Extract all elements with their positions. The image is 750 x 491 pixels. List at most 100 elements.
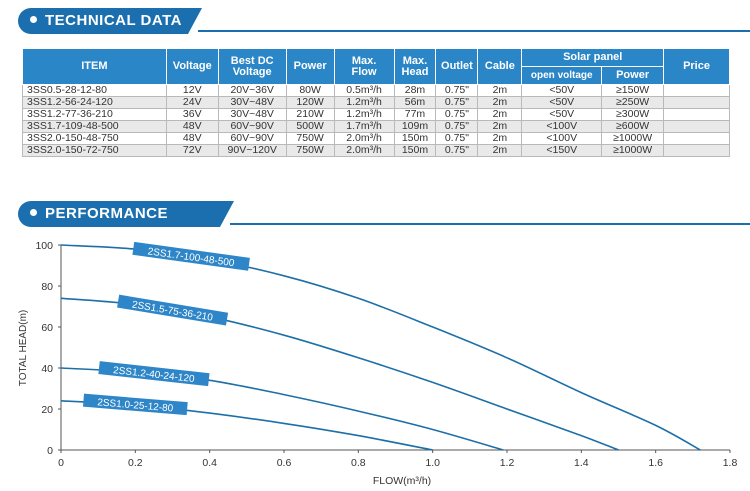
cell-outlet: 0.75"	[435, 132, 479, 145]
curve-line	[60, 244, 701, 451]
table-row: 3SS1.2-77-36-210 36V 30V~48V 210W 1.2m³/h 77m…	[22, 108, 730, 121]
cell-voltage: 72V	[165, 144, 219, 157]
cell-outlet: 0.75"	[435, 144, 479, 157]
cell-solar-power: ≥150W	[601, 84, 665, 97]
x-tick-label: 1.8	[723, 457, 738, 469]
cell-voltage: 24V	[165, 96, 219, 109]
col-max-flow-line2: Flow	[351, 65, 377, 78]
y-tick-label: 80	[41, 281, 53, 293]
cell-item: 3SS2.0-150-72-750	[22, 144, 167, 157]
col-best-dc-line1: Best DC	[230, 54, 274, 67]
cell-cable: 2m	[477, 120, 523, 133]
table-row: 3SS2.0-150-48-750 48V 60V~90V 750W 2.0m³/h 15…	[22, 132, 730, 145]
cell-flow: 1.2m³/h	[333, 96, 395, 109]
cell-head: 28m	[393, 84, 437, 97]
cell-item: 3SS2.0-150-48-750	[22, 132, 167, 145]
cell-open-voltage: <100V	[521, 132, 603, 145]
curve-label: 2SS1.2-40-24-120	[98, 361, 210, 387]
cell-best-dc: 90V~120V	[217, 144, 287, 157]
col-max-flow: Max. Flow	[333, 48, 395, 85]
performance-chart: 0 0.2 0.4 0.6 0.8 1.0 1.2 1.4 1.6 1.8 0 20 40 60 80 100…	[18, 240, 738, 487]
cell-voltage: 48V	[165, 132, 219, 145]
x-tick-label: 0	[58, 457, 64, 469]
cell-open-voltage: <50V	[521, 96, 603, 109]
col-max-head: Max. Head	[393, 48, 437, 85]
cell-outlet: 0.75"	[435, 96, 479, 109]
table-row: 3SS2.0-150-72-750 72V 90V~120V 750W 2.0m³/h 1…	[22, 144, 730, 157]
curve-label-box	[98, 361, 210, 387]
cell-item: 3SS1.2-77-36-210	[22, 108, 167, 121]
y-axis-label: TOTAL HEAD(m)	[18, 310, 29, 386]
cell-cable: 2m	[477, 84, 523, 97]
cell-outlet: 0.75"	[435, 120, 479, 133]
cell-price	[663, 144, 730, 157]
cell-flow: 1.7m³/h	[333, 120, 395, 133]
curve-label-box	[82, 393, 188, 416]
y-tick-label: 100	[35, 240, 53, 252]
technical-data-banner: TECHNICAL DATA	[18, 8, 750, 34]
cell-item: 3SS1.2-56-24-120	[22, 96, 167, 109]
x-tick-label: 0.4	[202, 457, 217, 469]
cell-best-dc: 20V~36V	[217, 84, 287, 97]
cell-voltage: 12V	[165, 84, 219, 97]
cell-price	[663, 84, 730, 97]
curve-label: 2SS1.5-75-36-210	[117, 294, 229, 326]
cell-cable: 2m	[477, 132, 523, 145]
col-item: ITEM	[22, 48, 167, 85]
cell-power: 210W	[285, 108, 335, 121]
cell-cable: 2m	[477, 144, 523, 157]
x-axis-label: FLOW(m³/h)	[373, 475, 431, 487]
col-cable: Cable	[477, 48, 523, 85]
table-row: 3SS1.7-109-48-500 48V 60V~90V 500W 1.7m³/h 10…	[22, 120, 730, 133]
cell-outlet: 0.75"	[435, 84, 479, 97]
section-divider	[230, 223, 750, 225]
cell-item: 3SS1.7-109-48-500	[22, 120, 167, 133]
table-body: 3SS0.5-28-12-80 12V 20V~36V 80W 0.5m³/h 28m 0.…	[22, 84, 730, 157]
bullet-icon	[30, 209, 37, 216]
curve-label: 2SS1.7-100-48-500	[132, 241, 250, 271]
performance-curves-banner: PERFORMANCE CURVES	[18, 201, 750, 227]
curve-label-box	[117, 294, 229, 326]
x-tick-label: 0.8	[351, 457, 366, 469]
cell-outlet: 0.75"	[435, 108, 479, 121]
cell-best-dc: 60V~90V	[217, 120, 287, 133]
col-power: Power	[285, 48, 335, 85]
col-voltage: Voltage	[165, 48, 219, 85]
cell-solar-power: ≥1000W	[601, 144, 665, 157]
x-tick-label: 1.2	[500, 457, 515, 469]
cell-voltage: 48V	[165, 120, 219, 133]
col-outlet: Outlet	[435, 48, 479, 85]
cell-head: 150m	[393, 144, 437, 157]
performance-curves-title: PERFORMANCE CURVES	[18, 201, 234, 227]
cell-power: 750W	[285, 132, 335, 145]
col-open-voltage: open voltage	[521, 66, 603, 85]
cell-solar-power: ≥250W	[601, 96, 665, 109]
cell-open-voltage: <100V	[521, 120, 603, 133]
cell-item: 3SS0.5-28-12-80	[22, 84, 167, 97]
y-tick-label: 0	[47, 445, 53, 457]
col-price: Price	[663, 48, 730, 85]
technical-data-table: ITEM Voltage Best DC Voltage Power Max. …	[22, 48, 730, 157]
cell-open-voltage: <150V	[521, 144, 603, 157]
x-tick-label: 1.4	[574, 457, 589, 469]
cell-power: 750W	[285, 144, 335, 157]
cell-open-voltage: <50V	[521, 84, 603, 97]
col-solar-power: Power	[601, 66, 665, 85]
cell-flow: 2.0m³/h	[333, 144, 395, 157]
cell-head: 56m	[393, 96, 437, 109]
col-max-head-line1: Max.	[402, 54, 428, 67]
cell-open-voltage: <50V	[521, 108, 603, 121]
y-tick-label: 20	[41, 404, 53, 416]
y-tick-label: 40	[41, 363, 53, 375]
cell-power: 120W	[285, 96, 335, 109]
cell-power: 500W	[285, 120, 335, 133]
section-divider	[198, 30, 750, 32]
cell-head: 150m	[393, 132, 437, 145]
cell-head: 109m	[393, 120, 437, 133]
col-best-dc-line2: Voltage	[232, 65, 272, 78]
x-tick-label: 1.6	[648, 457, 663, 469]
curve-label-text: 2SS1.5-75-36-210	[131, 299, 214, 323]
curve-label-box	[132, 241, 250, 271]
cell-cable: 2m	[477, 96, 523, 109]
cell-price	[663, 108, 730, 121]
